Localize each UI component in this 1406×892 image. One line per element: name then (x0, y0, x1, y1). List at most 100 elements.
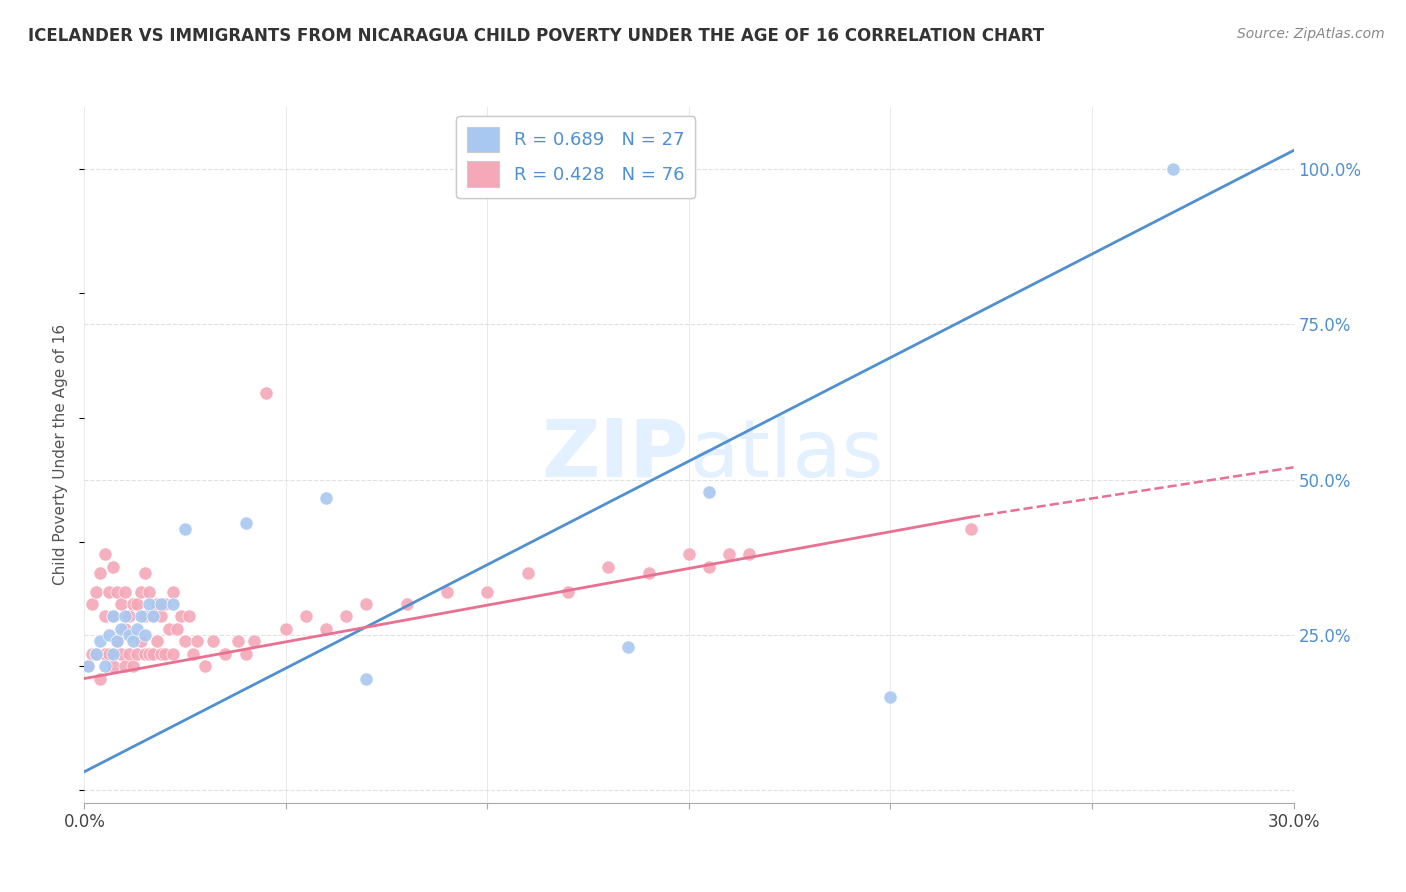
Legend: R = 0.689   N = 27, R = 0.428   N = 76: R = 0.689 N = 27, R = 0.428 N = 76 (456, 116, 695, 198)
Point (110, 622, 132, 636)
Point (93, 659, 115, 673)
Point (89, 672, 111, 686)
Text: Source: ZipAtlas.com: Source: ZipAtlas.com (1237, 27, 1385, 41)
Point (335, 609, 357, 624)
Point (477, 584, 499, 599)
Point (114, 584, 136, 599)
Point (77, 659, 100, 673)
Point (89, 566, 111, 580)
Point (82, 597, 104, 611)
Point (93, 609, 115, 624)
Point (697, 485, 720, 500)
Point (153, 647, 176, 661)
Point (678, 547, 700, 561)
Point (105, 584, 128, 599)
Point (114, 609, 136, 624)
Point (93, 547, 115, 561)
Point (149, 609, 172, 624)
Point (86, 584, 108, 599)
Point (170, 609, 193, 624)
Point (97, 584, 120, 599)
Text: ICELANDER VS IMMIGRANTS FROM NICARAGUA CHILD POVERTY UNDER THE AGE OF 16 CORRELA: ICELANDER VS IMMIGRANTS FROM NICARAGUA C… (28, 27, 1045, 45)
Point (86, 647, 108, 661)
Point (121, 634, 143, 648)
Point (86, 647, 108, 661)
Point (174, 523, 197, 537)
Point (134, 566, 156, 580)
Point (235, 516, 257, 531)
Point (110, 647, 132, 661)
Point (142, 609, 165, 624)
Point (138, 597, 160, 611)
Point (101, 609, 124, 624)
Point (82, 647, 104, 661)
Point (395, 597, 418, 611)
Point (557, 584, 579, 599)
Point (101, 659, 124, 673)
Point (960, 523, 983, 537)
Point (356, 672, 378, 686)
Point (162, 647, 184, 661)
Point (129, 634, 152, 648)
Point (114, 659, 136, 673)
Point (93, 647, 115, 661)
Point (121, 659, 143, 673)
Point (129, 609, 152, 624)
Point (879, 690, 901, 705)
Point (162, 597, 184, 611)
Point (149, 647, 172, 661)
Point (194, 659, 217, 673)
Point (162, 584, 184, 599)
Point (114, 622, 136, 636)
Point (125, 622, 148, 636)
Point (637, 566, 659, 580)
Point (146, 597, 169, 611)
Point (134, 647, 156, 661)
Point (146, 634, 169, 648)
Point (142, 609, 165, 624)
Point (134, 628, 156, 642)
Point (295, 609, 318, 624)
Point (101, 647, 124, 661)
Point (179, 609, 201, 624)
Text: atlas: atlas (689, 416, 883, 494)
Point (149, 597, 172, 611)
Point (242, 634, 264, 648)
Point (235, 647, 257, 661)
Point (516, 566, 538, 580)
Point (118, 628, 141, 642)
Point (738, 547, 761, 561)
Point (142, 647, 165, 661)
Point (97, 647, 120, 661)
Point (101, 559, 124, 574)
Point (718, 547, 741, 561)
Point (174, 634, 197, 648)
Text: ZIP: ZIP (541, 416, 689, 494)
Point (101, 609, 124, 624)
Point (697, 559, 720, 574)
Point (181, 647, 204, 661)
Point (436, 584, 458, 599)
Point (77, 659, 100, 673)
Point (89, 634, 111, 648)
Point (105, 634, 128, 648)
Point (1161, 162, 1184, 177)
Point (166, 622, 188, 636)
Point (138, 647, 160, 661)
Point (125, 597, 148, 611)
Point (214, 647, 236, 661)
Point (186, 634, 208, 648)
Point (356, 597, 378, 611)
Point (617, 640, 640, 655)
Point (254, 385, 277, 400)
Point (110, 597, 132, 611)
Point (97, 628, 120, 642)
Point (202, 634, 225, 648)
Point (157, 622, 180, 636)
Point (118, 609, 141, 624)
Point (118, 647, 141, 661)
Point (226, 634, 249, 648)
Point (598, 559, 620, 574)
Point (153, 597, 176, 611)
Y-axis label: Child Poverty Under the Age of 16: Child Poverty Under the Age of 16 (53, 325, 69, 585)
